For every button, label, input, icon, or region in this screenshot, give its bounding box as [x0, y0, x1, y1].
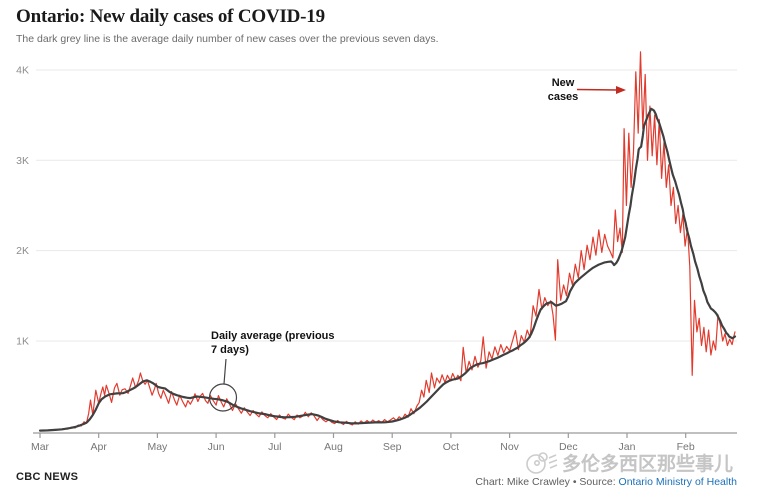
series-line-daily-average [38, 107, 737, 432]
annotation-new-cases-line2: cases [547, 91, 579, 103]
x-tick-label: Feb [677, 441, 695, 453]
annotation-new-cases: New cases [536, 76, 590, 104]
annotation-daily-average-line2: 7 days) [211, 344, 249, 356]
credit-prefix: Chart: Mike Crawley • Source: [475, 476, 619, 488]
y-tick-label: 3K [16, 155, 29, 167]
x-tick-label: Mar [31, 441, 50, 453]
chart-subtitle: The dark grey line is the average daily … [16, 33, 439, 45]
x-tick-label: Dec [559, 441, 578, 453]
source-link[interactable]: Ontario Ministry of Health [618, 476, 737, 488]
brand-label: CBC NEWS [16, 471, 79, 483]
new-cases-arrow [576, 88, 619, 91]
annotation-new-cases-line1: New [551, 77, 575, 89]
annotation-daily-average: Daily average (previous 7 days) [211, 329, 361, 357]
x-tick-label: Apr [91, 441, 108, 453]
x-tick-label: May [147, 441, 168, 453]
x-tick-label: Jul [268, 441, 281, 453]
annotation-daily-average-line1: Daily average (previous [211, 330, 335, 342]
y-tick-label: 1K [16, 335, 29, 347]
x-tick-label: Aug [324, 441, 343, 453]
y-tick-label: 4K [16, 64, 29, 76]
x-tick-label: Nov [500, 441, 519, 453]
x-tick-label: Jan [619, 441, 636, 453]
daily-average-pointer-line [223, 358, 227, 385]
series-line-new-cases [39, 51, 736, 432]
y-tick-label: 2K [16, 245, 29, 257]
page-title: Ontario: New daily cases of COVID-19 [16, 6, 325, 27]
new-cases-arrowhead [616, 86, 626, 94]
credit-line: Chart: Mike Crawley • Source: Ontario Mi… [475, 476, 737, 488]
daily-average-callout-circle [208, 383, 238, 412]
x-tick-label: Oct [443, 441, 459, 453]
x-tick-label: Sep [383, 441, 402, 453]
x-tick-label: Jun [208, 441, 225, 453]
